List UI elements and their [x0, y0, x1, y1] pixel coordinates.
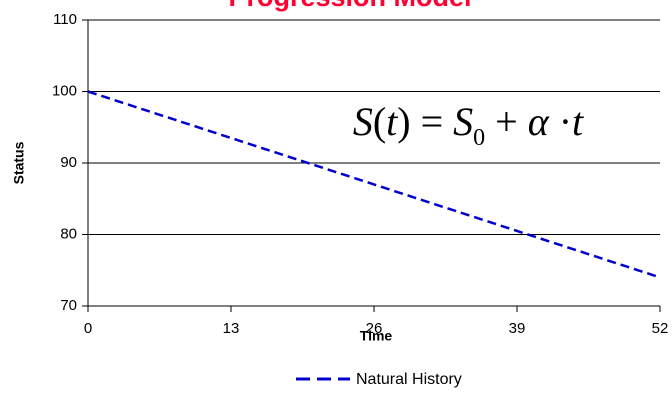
legend-label: Natural History — [356, 371, 462, 388]
series-lines — [87, 90, 661, 279]
ytick-label-80: 80 — [60, 225, 77, 242]
formula-s0: S — [453, 99, 473, 144]
x-ticks: 0 13 26 39 52 — [84, 306, 669, 337]
xtick-label-13: 13 — [223, 320, 240, 337]
legend: Natural History — [296, 371, 462, 388]
series-line-0 — [87, 90, 661, 279]
formula-t: t — [386, 99, 398, 144]
formula-annotation: S(t) = S0 + α ·t — [353, 99, 584, 151]
ytick-label-100: 100 — [52, 82, 77, 99]
formula-dot: · — [559, 99, 572, 144]
x-axis-title: Time — [360, 328, 393, 344]
y-axis-title: Status — [11, 141, 27, 184]
formula-eq: = — [421, 99, 444, 144]
xtick-label-39: 39 — [509, 320, 526, 337]
ytick-label-90: 90 — [60, 154, 77, 171]
ytick-label-110: 110 — [53, 11, 77, 28]
formula-subscript: 0 — [473, 125, 485, 151]
formula-plus: + — [495, 99, 518, 144]
formula-s: S — [353, 99, 373, 144]
formula-t2: t — [572, 99, 584, 144]
grid-lines — [88, 19, 660, 235]
xtick-label-0: 0 — [84, 320, 92, 337]
formula-alpha: α — [528, 99, 550, 144]
xtick-label-26: 26 — [366, 320, 383, 337]
xtick-label-52: 52 — [652, 320, 669, 337]
y-ticks: 70 80 90 100 110 — [52, 11, 88, 314]
chart-title: Progression Model — [228, 0, 471, 12]
ytick-label-70: 70 — [60, 297, 77, 314]
